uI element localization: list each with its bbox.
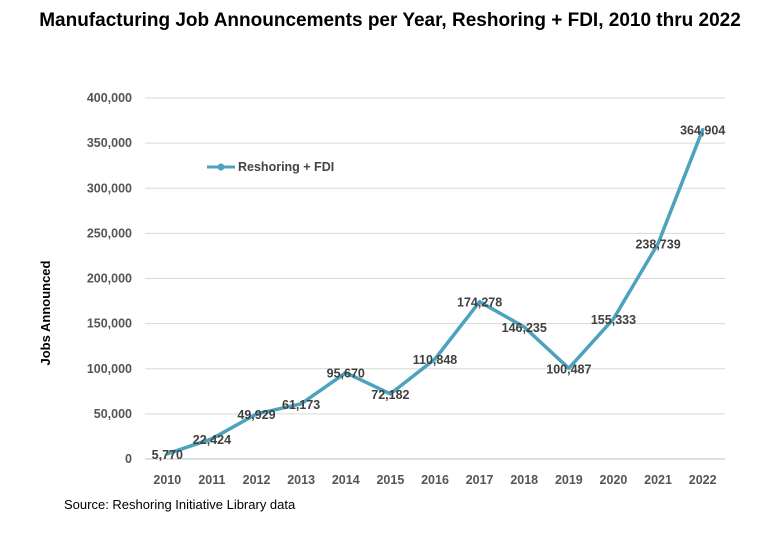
data-label: 5,770 (152, 448, 183, 462)
x-tick-label: 2011 (198, 473, 225, 487)
data-label: 22,424 (193, 433, 231, 447)
data-point (255, 412, 259, 416)
data-point (388, 392, 392, 396)
data-point (344, 371, 348, 375)
legend-marker (217, 163, 225, 171)
data-point (701, 128, 705, 132)
data-label: 61,173 (282, 398, 320, 412)
y-tick-label: 100,000 (87, 362, 132, 376)
x-tick-label: 2016 (421, 473, 449, 487)
data-point (478, 300, 482, 304)
data-label: 146,235 (502, 321, 547, 335)
x-tick-label: 2015 (376, 473, 404, 487)
x-tick-label: 2019 (555, 473, 583, 487)
data-label: 100,487 (546, 362, 591, 376)
data-label: 49,929 (237, 408, 275, 422)
data-point (299, 402, 303, 406)
data-point (656, 242, 660, 246)
chart-title: Manufacturing Job Announcements per Year… (39, 10, 741, 31)
x-tick-label: 2013 (287, 473, 315, 487)
data-labels: 5,770 22,424 49,929 61,173 95,670 72,182 110,8… (152, 124, 726, 462)
data-point (522, 325, 526, 329)
y-tick-label: 200,000 (87, 272, 132, 286)
x-tick-label: 2014 (332, 473, 360, 487)
y-tick-label: 400,000 (87, 91, 132, 105)
y-tick-labels: 0 50,000 100,000 150,000 200,000 250,000 300,0… (87, 91, 132, 466)
data-label: 364,904 (680, 124, 725, 138)
x-tick-label: 2017 (466, 473, 494, 487)
x-tick-label: 2020 (600, 473, 628, 487)
x-tick-labels: 2010 2011 2012 2013 2014 2015 2016 2017 2018 2019… (153, 473, 716, 487)
data-label: 72,182 (371, 388, 409, 402)
legend: Reshoring + FDI (207, 160, 334, 174)
legend-label: Reshoring + FDI (238, 160, 334, 174)
data-point (567, 366, 571, 370)
data-label: 95,670 (327, 367, 365, 381)
series-line-reshoring-fdi (165, 127, 705, 456)
x-tick-label: 2022 (689, 473, 717, 487)
data-label: 174,278 (457, 296, 502, 310)
y-tick-label: 50,000 (94, 407, 132, 421)
y-tick-label: 350,000 (87, 136, 132, 150)
x-tick-label: 2021 (644, 473, 672, 487)
data-points (165, 128, 705, 456)
x-tick-label: 2018 (510, 473, 538, 487)
y-tick-label: 150,000 (87, 317, 132, 331)
data-point (210, 437, 214, 441)
y-tick-label: 0 (125, 452, 132, 466)
data-label: 110,848 (413, 353, 458, 367)
source-note: Source: Reshoring Initiative Library dat… (64, 497, 296, 512)
y-axis-label: Jobs Announced (38, 260, 53, 365)
gridlines (145, 97, 725, 460)
x-tick-label: 2010 (153, 473, 181, 487)
data-point (433, 357, 437, 361)
data-label: 238,739 (635, 238, 680, 252)
data-point (165, 452, 169, 456)
data-point (611, 317, 615, 321)
y-tick-label: 300,000 (87, 181, 132, 195)
y-tick-label: 250,000 (87, 226, 132, 240)
x-tick-label: 2012 (243, 473, 271, 487)
data-label: 155,333 (591, 313, 636, 327)
